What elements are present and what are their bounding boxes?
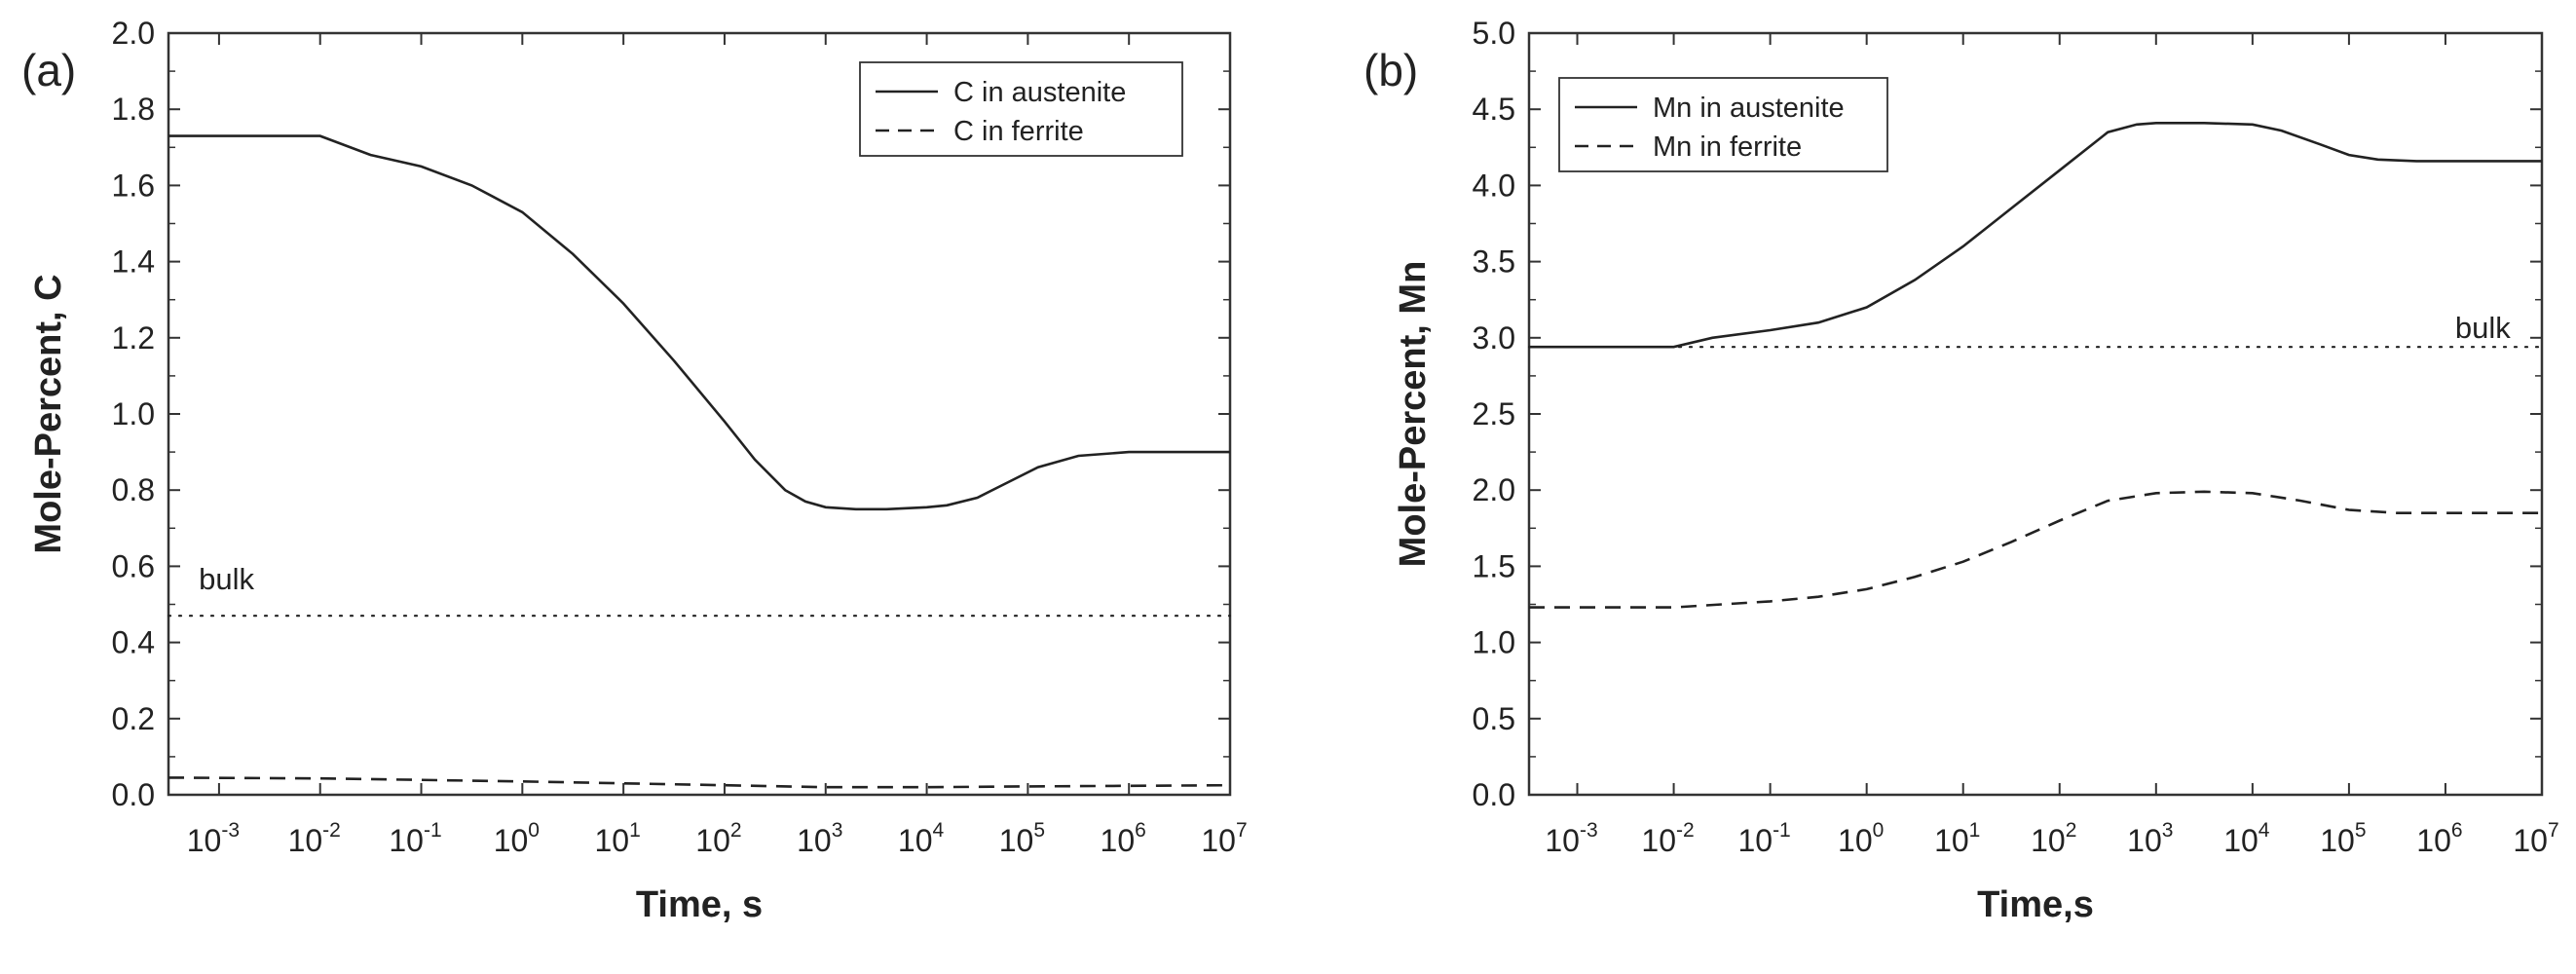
x-axis-title: Time, s	[636, 884, 763, 925]
y-tick-label: 2.0	[112, 16, 155, 51]
y-tick-label: 0.0	[1473, 777, 1515, 812]
panel-a-chart: 0.0 0.2 0.4 0.6 0.8 1.0 1.2 1.4 1.6 1.8 2.0 10-3 10-…	[21, 16, 1248, 925]
x-tick-label: 10-2	[1641, 819, 1694, 858]
series-line-c-in-austenite	[168, 134, 1230, 511]
y-tick-label: 1.0	[112, 396, 155, 431]
y-tick-label: 1.6	[112, 168, 155, 203]
y-tick-label: 1.2	[112, 320, 155, 356]
y-tick-label: 4.0	[1473, 168, 1515, 203]
y-tick-label: 0.2	[112, 701, 155, 736]
x-axis-title: Time,s	[1977, 884, 2094, 925]
x-tick-label: 107	[2513, 819, 2558, 858]
panel-b-chart: 0.0 0.5 1.0 1.5 2.0 2.5 3.0 3.5 4.0 4.5 5.0 10-3 10-…	[1363, 16, 2559, 925]
legend: Mn in austenite Mn in ferrite	[1558, 77, 1888, 172]
bulk-annotation: bulk	[2455, 311, 2511, 345]
y-tick-label: 0.6	[112, 548, 155, 583]
x-tick-label: 102	[695, 819, 741, 858]
y-axis-title: Mole-Percent, C	[28, 274, 69, 553]
x-tick-label: 104	[2223, 819, 2270, 858]
y-tick-label: 2.0	[1473, 472, 1515, 507]
legend: C in austenite C in ferrite	[859, 61, 1183, 157]
legend-box	[1558, 77, 1888, 172]
y-axis-title: Mole-Percent, Mn	[1393, 261, 1434, 568]
panel-label: (a)	[21, 45, 76, 95]
x-tick-label: 103	[797, 819, 842, 858]
legend-label: C in austenite	[953, 77, 1126, 108]
y-tick-label: 1.4	[112, 244, 155, 280]
y-tick-label: 5.0	[1473, 16, 1515, 51]
y-tick-label: 0.4	[112, 625, 155, 660]
y-tick-label: 1.5	[1473, 548, 1515, 583]
y-tick-label: 0.5	[1473, 701, 1515, 736]
y-tick-label: 0.0	[112, 777, 155, 812]
legend-label: Mn in ferrite	[1653, 131, 1802, 163]
y-tick-label: 1.0	[1473, 625, 1515, 660]
x-tick-label: 107	[1201, 819, 1247, 858]
x-tick-label: 10-3	[1545, 819, 1597, 858]
x-tick-label: 101	[1934, 819, 1980, 858]
x-tick-label: 101	[595, 819, 641, 858]
y-tick-label: 3.0	[1473, 320, 1515, 356]
x-tick-label: 103	[2127, 819, 2173, 858]
legend-box	[859, 61, 1183, 157]
x-tick-label: 100	[1838, 819, 1884, 858]
series-line-c-in-ferrite	[168, 776, 1231, 789]
y-tick-label: 1.8	[112, 92, 155, 127]
y-tick-label: 4.5	[1473, 92, 1515, 127]
x-tick-label: 10-1	[1737, 819, 1790, 858]
y-tick-label: 2.5	[1473, 396, 1515, 431]
x-tick-label: 106	[1101, 819, 1146, 858]
x-tick-label: 10-1	[389, 819, 441, 858]
series-line-mn-in-ferrite	[1529, 490, 2542, 609]
bulk-annotation: bulk	[199, 562, 254, 596]
x-tick-label: 105	[999, 819, 1045, 858]
legend-label: C in ferrite	[953, 116, 1084, 147]
legend-label: Mn in austenite	[1653, 93, 1845, 124]
series-line-mn-in-austenite	[1529, 122, 2542, 349]
x-tick-label: 10-3	[187, 819, 240, 858]
y-tick-label: 0.8	[112, 472, 155, 507]
x-tick-label: 106	[2416, 819, 2462, 858]
panel-label: (b)	[1363, 45, 1418, 95]
x-tick-label: 105	[2320, 819, 2366, 858]
x-tick-label: 100	[494, 819, 540, 858]
x-tick-label: 10-2	[288, 819, 341, 858]
x-tick-label: 102	[2031, 819, 2076, 858]
y-tick-label: 3.5	[1473, 244, 1515, 280]
x-tick-label: 104	[898, 819, 945, 858]
